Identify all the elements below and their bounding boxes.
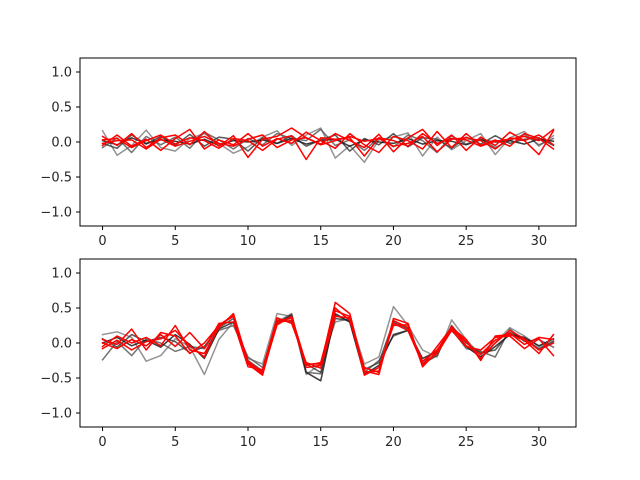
series-line-6 (101, 315, 555, 376)
y-tick-label: 1.0 (51, 267, 72, 282)
x-tick-label: 20 (385, 435, 402, 450)
y-tick-label: 0.5 (51, 101, 72, 116)
y-tick-label: −0.5 (40, 171, 72, 186)
x-tick-label: 20 (385, 234, 402, 249)
y-tick-label: −1.0 (40, 407, 72, 422)
series-group (101, 301, 555, 382)
x-tick-label: 25 (458, 435, 475, 450)
x-tick-label: 30 (531, 234, 548, 249)
x-tick-label: 15 (312, 234, 329, 249)
x-tick-label: 10 (240, 435, 257, 450)
x-tick-label: 5 (171, 234, 179, 249)
series-group (101, 127, 555, 164)
series-line-5 (101, 128, 555, 154)
x-tick-label: 10 (240, 234, 257, 249)
series-line-6 (101, 128, 555, 161)
y-tick-label: 0.5 (51, 302, 72, 317)
series-line-7 (101, 134, 555, 153)
y-tick-label: −1.0 (40, 206, 72, 221)
x-tick-label: 0 (98, 435, 106, 450)
top-subplot: 0 5 10 15 20 25 30 −1.0 −0.5 0.0 0.5 1.0 (40, 57, 577, 249)
x-tick-label: 0 (98, 234, 106, 249)
y-tick-label: 1.0 (51, 66, 72, 81)
y-tick-label: −0.5 (40, 372, 72, 387)
series-line-3 (101, 312, 555, 382)
x-tick-label: 30 (531, 435, 548, 450)
bottom-subplot: 0 5 10 15 20 25 30 −1.0 −0.5 0.0 0.5 1.0 (40, 258, 577, 450)
y-tick-label: 0.0 (51, 136, 72, 151)
x-tick-label: 25 (458, 234, 475, 249)
y-tick-label: 0.0 (51, 337, 72, 352)
x-tick-label: 5 (171, 435, 179, 450)
x-tick-label: 15 (312, 435, 329, 450)
series-line-7 (101, 310, 555, 374)
